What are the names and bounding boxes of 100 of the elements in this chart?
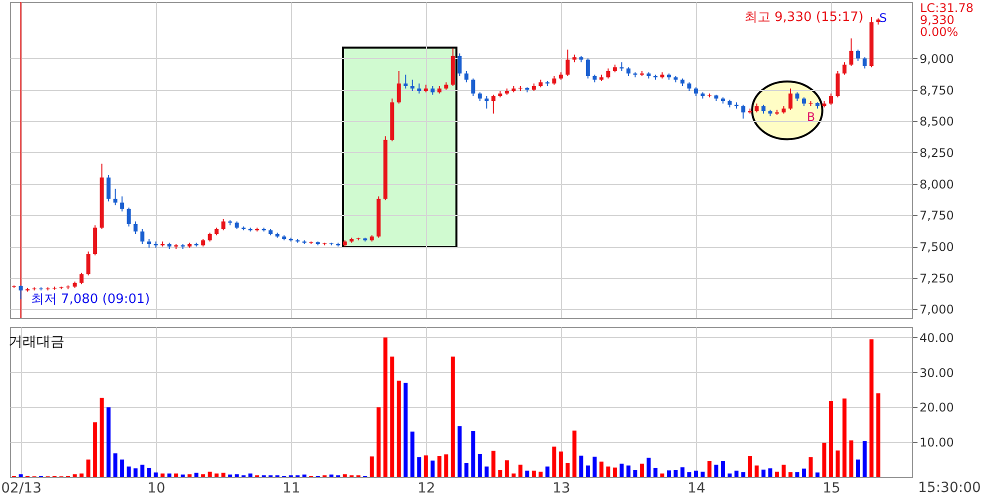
bar — [862, 441, 867, 477]
bar — [113, 453, 118, 477]
bar — [93, 422, 98, 477]
bar — [410, 432, 414, 477]
bar — [491, 450, 496, 477]
bar — [856, 460, 860, 477]
annotation: B — [806, 110, 816, 124]
bar — [234, 474, 239, 477]
bar — [376, 407, 381, 477]
x-tick-label: 02/13 — [1, 480, 42, 496]
bar — [822, 442, 826, 477]
bar — [525, 470, 530, 477]
bar — [687, 472, 692, 477]
bar — [498, 470, 502, 477]
bar — [512, 474, 516, 477]
bar — [147, 468, 152, 477]
bar — [795, 472, 800, 477]
bar — [869, 339, 874, 477]
candlestick — [464, 70, 468, 83]
candlestick — [134, 220, 138, 234]
bar — [140, 464, 144, 477]
candlestick — [126, 207, 131, 227]
y-tick-label: 7,000 — [920, 302, 954, 317]
bar — [680, 467, 684, 477]
candlestick — [404, 74, 408, 90]
bar — [579, 456, 584, 477]
bar — [106, 407, 111, 477]
candlestick — [491, 94, 496, 114]
bar — [842, 398, 846, 477]
bar — [450, 356, 455, 477]
candlestick — [80, 272, 84, 285]
candlestick — [606, 68, 610, 79]
bar — [633, 470, 638, 477]
bar — [620, 464, 624, 477]
bar — [606, 466, 610, 477]
bar — [720, 460, 725, 477]
candlestick — [410, 79, 414, 92]
candlestick — [86, 251, 90, 276]
x-tick-label: 15 — [822, 480, 840, 496]
bar — [774, 472, 779, 477]
bar — [396, 380, 401, 477]
bar — [586, 465, 590, 477]
bar — [734, 470, 738, 477]
bar — [404, 382, 408, 477]
bar — [566, 463, 570, 477]
candlestick — [862, 56, 867, 69]
bar — [383, 337, 388, 477]
candlestick — [417, 83, 422, 94]
y-tick-label: 10.00 — [920, 436, 954, 450]
y-tick-label: 7,500 — [920, 240, 954, 254]
x-tick-label: 11 — [282, 480, 300, 496]
bar — [782, 464, 786, 477]
bar — [188, 474, 192, 477]
bar — [626, 465, 630, 477]
bar — [612, 468, 617, 477]
bar — [572, 430, 576, 477]
bar — [545, 466, 550, 477]
annotation: S — [879, 11, 887, 25]
y-tick-label: 30.00 — [920, 366, 954, 380]
bar — [646, 458, 651, 477]
bar — [120, 460, 124, 477]
text: 15:30:00 — [918, 480, 981, 496]
bar — [728, 474, 732, 477]
x-tick-label: 13 — [552, 480, 570, 496]
bar — [876, 393, 880, 477]
bar — [741, 472, 746, 477]
bar — [700, 472, 705, 477]
text: 9,330 — [920, 13, 954, 27]
candlestick — [484, 96, 489, 110]
candlestick — [106, 174, 111, 202]
y-tick-label: 8,000 — [920, 177, 954, 192]
candlestick — [458, 52, 462, 76]
bar — [836, 450, 840, 477]
bar — [214, 474, 219, 477]
bar — [558, 452, 563, 477]
candlestick — [842, 62, 846, 76]
bar — [201, 474, 206, 477]
bar — [808, 457, 813, 477]
candlestick — [856, 49, 860, 62]
y-tick-label: 8,250 — [920, 146, 954, 160]
bar — [666, 470, 671, 477]
candlestick — [836, 70, 840, 98]
candlestick — [221, 218, 226, 231]
bar — [849, 440, 854, 477]
bar — [748, 456, 752, 477]
bar — [100, 398, 104, 477]
y-tick-label: 40.00 — [920, 330, 954, 345]
bar — [80, 474, 84, 477]
bar — [504, 460, 509, 477]
y-tick-label: 9,000 — [920, 52, 954, 66]
candlestick — [828, 93, 833, 106]
bar — [484, 466, 489, 477]
candlestick — [788, 88, 792, 110]
bar — [437, 456, 442, 477]
bar — [370, 456, 374, 477]
candlestick — [566, 49, 570, 76]
bar — [221, 472, 226, 477]
candlestick — [18, 284, 23, 300]
bar — [342, 474, 347, 477]
candlestick — [586, 58, 590, 79]
